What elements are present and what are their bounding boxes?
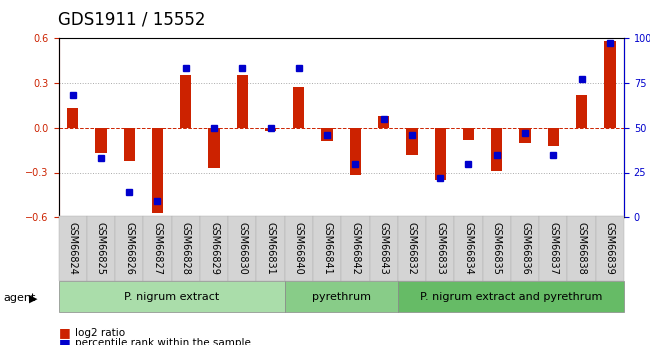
Text: ■: ■ [58, 326, 70, 339]
Text: GSM66824: GSM66824 [68, 222, 77, 275]
Text: GSM66832: GSM66832 [407, 222, 417, 275]
FancyBboxPatch shape [369, 216, 398, 281]
Bar [209, 128, 220, 168]
Bar [491, 128, 502, 171]
Bar [293, 87, 304, 128]
Bar [265, 128, 276, 131]
Text: GSM66825: GSM66825 [96, 222, 106, 275]
Text: P. nigrum extract: P. nigrum extract [124, 292, 219, 302]
Text: GSM66839: GSM66839 [605, 217, 615, 270]
Text: GSM66843: GSM66843 [379, 217, 389, 270]
FancyBboxPatch shape [454, 216, 482, 281]
FancyBboxPatch shape [200, 216, 228, 281]
Text: GSM66835: GSM66835 [492, 222, 502, 275]
Text: GSM66842: GSM66842 [350, 217, 360, 270]
Text: GSM66826: GSM66826 [124, 222, 134, 275]
Bar [350, 128, 361, 176]
Bar [152, 128, 163, 213]
FancyBboxPatch shape [540, 216, 567, 281]
FancyBboxPatch shape [567, 216, 596, 281]
Bar [576, 95, 587, 128]
Text: log2 ratio: log2 ratio [75, 328, 125, 338]
Bar [67, 108, 78, 128]
Text: GSM66834: GSM66834 [463, 217, 473, 270]
Text: pyrethrum: pyrethrum [312, 292, 370, 302]
Text: GSM66841: GSM66841 [322, 217, 332, 270]
Text: GSM66829: GSM66829 [209, 222, 219, 275]
Text: GSM66828: GSM66828 [181, 222, 190, 275]
FancyBboxPatch shape [58, 216, 87, 281]
Text: GSM66840: GSM66840 [294, 222, 304, 275]
FancyBboxPatch shape [87, 216, 115, 281]
Text: GSM66831: GSM66831 [266, 217, 276, 270]
Text: GSM66837: GSM66837 [549, 217, 558, 270]
Text: GSM66837: GSM66837 [549, 222, 558, 275]
Text: GSM66826: GSM66826 [124, 217, 134, 270]
Bar [406, 128, 417, 155]
FancyBboxPatch shape [426, 216, 454, 281]
Bar [322, 128, 333, 141]
Text: GSM66830: GSM66830 [237, 222, 247, 275]
Bar [463, 128, 474, 140]
FancyBboxPatch shape [482, 216, 511, 281]
Text: percentile rank within the sample: percentile rank within the sample [75, 338, 251, 345]
Text: GSM66841: GSM66841 [322, 222, 332, 275]
Bar [237, 75, 248, 128]
FancyBboxPatch shape [285, 216, 313, 281]
FancyBboxPatch shape [398, 216, 426, 281]
FancyBboxPatch shape [285, 281, 398, 312]
Text: GSM66829: GSM66829 [209, 217, 219, 270]
FancyBboxPatch shape [341, 216, 369, 281]
Text: ■: ■ [58, 337, 70, 345]
Text: GSM66830: GSM66830 [237, 217, 247, 270]
FancyBboxPatch shape [172, 216, 200, 281]
Text: GSM66843: GSM66843 [379, 222, 389, 275]
Text: GSM66828: GSM66828 [181, 217, 190, 270]
Text: GSM66833: GSM66833 [436, 217, 445, 270]
Text: GSM66827: GSM66827 [153, 222, 162, 275]
Bar [180, 75, 191, 128]
FancyBboxPatch shape [313, 216, 341, 281]
Text: GSM66833: GSM66833 [436, 222, 445, 275]
FancyBboxPatch shape [58, 281, 285, 312]
Bar [519, 128, 530, 142]
Bar [548, 128, 559, 146]
Text: GSM66825: GSM66825 [96, 217, 106, 270]
Text: agent: agent [3, 294, 36, 303]
Text: GSM66831: GSM66831 [266, 222, 276, 275]
Bar [124, 128, 135, 160]
FancyBboxPatch shape [143, 216, 172, 281]
Text: GSM66832: GSM66832 [407, 217, 417, 270]
FancyBboxPatch shape [256, 216, 285, 281]
FancyBboxPatch shape [596, 216, 624, 281]
Text: GSM66840: GSM66840 [294, 217, 304, 270]
Text: GSM66842: GSM66842 [350, 222, 360, 275]
Bar [96, 128, 107, 153]
FancyBboxPatch shape [115, 216, 143, 281]
Text: ▶: ▶ [29, 294, 38, 303]
Bar [435, 128, 446, 180]
Text: GSM66836: GSM66836 [520, 222, 530, 275]
Text: GDS1911 / 15552: GDS1911 / 15552 [58, 10, 206, 28]
Text: GSM66827: GSM66827 [153, 217, 162, 270]
Text: GSM66836: GSM66836 [520, 217, 530, 270]
Text: GSM66834: GSM66834 [463, 222, 473, 275]
FancyBboxPatch shape [398, 281, 624, 312]
Text: GSM66838: GSM66838 [577, 222, 586, 275]
FancyBboxPatch shape [511, 216, 540, 281]
Text: P. nigrum extract and pyrethrum: P. nigrum extract and pyrethrum [420, 292, 602, 302]
Text: GSM66824: GSM66824 [68, 217, 77, 270]
Text: GSM66839: GSM66839 [605, 222, 615, 275]
Bar [604, 41, 616, 128]
Text: GSM66838: GSM66838 [577, 217, 586, 270]
Bar [378, 116, 389, 128]
Text: GSM66835: GSM66835 [492, 217, 502, 270]
FancyBboxPatch shape [228, 216, 256, 281]
